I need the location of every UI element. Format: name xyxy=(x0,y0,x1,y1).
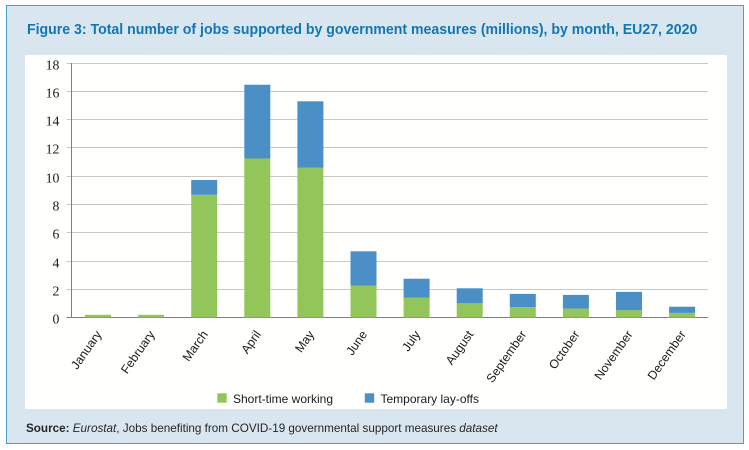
svg-text:February: February xyxy=(118,327,158,376)
svg-text:8: 8 xyxy=(52,198,59,213)
svg-text:January: January xyxy=(68,327,105,372)
svg-text:August: August xyxy=(443,328,477,368)
svg-text:4: 4 xyxy=(52,255,59,270)
svg-text:12: 12 xyxy=(46,141,60,156)
svg-text:November: November xyxy=(592,328,636,383)
svg-text:June: June xyxy=(343,328,370,358)
svg-text:0: 0 xyxy=(52,311,59,326)
svg-text:May: May xyxy=(292,327,317,355)
svg-text:October: October xyxy=(546,328,583,372)
svg-text:Temporary lay-offs: Temporary lay-offs xyxy=(381,392,479,406)
svg-text:16: 16 xyxy=(46,85,60,100)
svg-text:July: July xyxy=(399,327,423,354)
svg-text:10: 10 xyxy=(46,170,60,185)
svg-text:18: 18 xyxy=(46,57,60,72)
svg-text:Short-time working: Short-time working xyxy=(233,392,333,406)
svg-text:March: March xyxy=(180,328,211,364)
svg-text:14: 14 xyxy=(46,113,60,128)
svg-text:December: December xyxy=(645,328,689,383)
svg-text:April: April xyxy=(238,328,264,356)
svg-text:6: 6 xyxy=(52,226,59,241)
svg-text:September: September xyxy=(483,328,529,385)
svg-text:2: 2 xyxy=(52,283,59,298)
